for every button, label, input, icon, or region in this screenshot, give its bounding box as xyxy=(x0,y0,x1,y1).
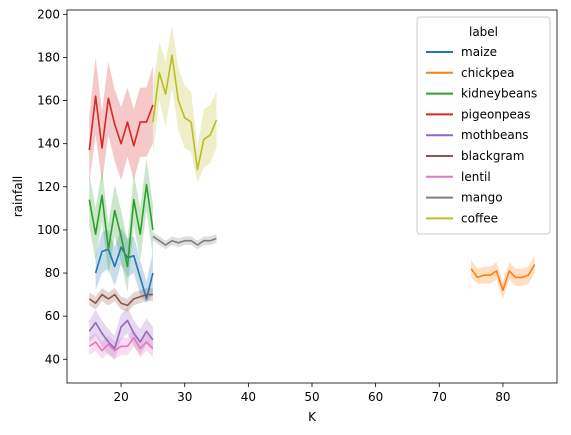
series-line-coffee xyxy=(152,54,218,171)
y-tick-label: 140 xyxy=(37,137,60,151)
series-line-blackgram xyxy=(88,293,153,307)
legend-title: label xyxy=(469,25,498,39)
legend-label: kidneybeans xyxy=(461,87,537,101)
legend-item-kidneybeans: kidneybeans xyxy=(426,87,537,101)
legend-item-chickpea: chickpea xyxy=(426,66,514,80)
legend-label: blackgram xyxy=(461,149,524,163)
legend-item-coffee: coffee xyxy=(426,211,498,225)
x-tick-label: 70 xyxy=(432,390,447,404)
legend-item-mothbeans: mothbeans xyxy=(426,128,529,142)
legend-item-lentil: lentil xyxy=(426,170,491,184)
y-tick-label: 180 xyxy=(37,50,60,64)
y-tick-label: 160 xyxy=(37,94,60,108)
series-line-mothbeans xyxy=(88,319,154,350)
y-tick-label: 100 xyxy=(37,223,60,237)
legend-label: mothbeans xyxy=(461,128,529,142)
series-line-lentil xyxy=(88,336,154,352)
x-tick-label: 20 xyxy=(113,390,128,404)
legend-label: lentil xyxy=(461,170,491,184)
x-axis: 20 30 40 50 60 70 80 xyxy=(113,383,511,404)
band-coffee xyxy=(152,25,217,183)
y-tick-label: 120 xyxy=(37,180,60,194)
y-axis: 40 60 80 100 120 140 160 180 200 xyxy=(37,7,67,366)
band-maize xyxy=(95,227,153,304)
series-line-kidneybeans xyxy=(88,183,154,268)
x-tick-label: 50 xyxy=(304,390,319,404)
legend-box xyxy=(416,16,551,235)
x-tick-label: 40 xyxy=(241,390,256,404)
x-axis-label: K xyxy=(308,410,317,424)
series-lines xyxy=(88,54,536,352)
legend-label: maize xyxy=(461,45,497,59)
y-tick-label: 200 xyxy=(37,7,60,21)
y-tick-label: 80 xyxy=(45,266,60,280)
series-line-chickpea xyxy=(470,263,536,292)
band-chickpea xyxy=(471,255,535,299)
legend-item-mango: mango xyxy=(426,191,503,205)
legend: label maize chickpea kidneybeans pigeonpeas… xyxy=(416,16,551,235)
series-line-pigeonpeas xyxy=(88,95,154,151)
x-tick-label: 60 xyxy=(368,390,383,404)
legend-item-maize: maize xyxy=(426,45,497,59)
legend-label: pigeonpeas xyxy=(461,107,531,121)
band-blackgram xyxy=(89,288,153,312)
legend-item-blackgram: blackgram xyxy=(426,149,524,163)
band-pigeonpeas xyxy=(89,57,153,183)
legend-label: coffee xyxy=(461,211,498,225)
y-tick-label: 60 xyxy=(45,309,60,323)
legend-label: mango xyxy=(461,191,503,205)
x-tick-label: 30 xyxy=(177,390,192,404)
x-tick-label: 80 xyxy=(495,390,510,404)
y-axis-label: rainfall xyxy=(11,176,25,217)
legend-label: chickpea xyxy=(461,66,514,80)
y-tick-label: 40 xyxy=(45,352,60,366)
band-kidneybeans xyxy=(89,158,153,293)
series-line-mango xyxy=(152,235,217,246)
legend-item-pigeonpeas: pigeonpeas xyxy=(426,107,531,121)
